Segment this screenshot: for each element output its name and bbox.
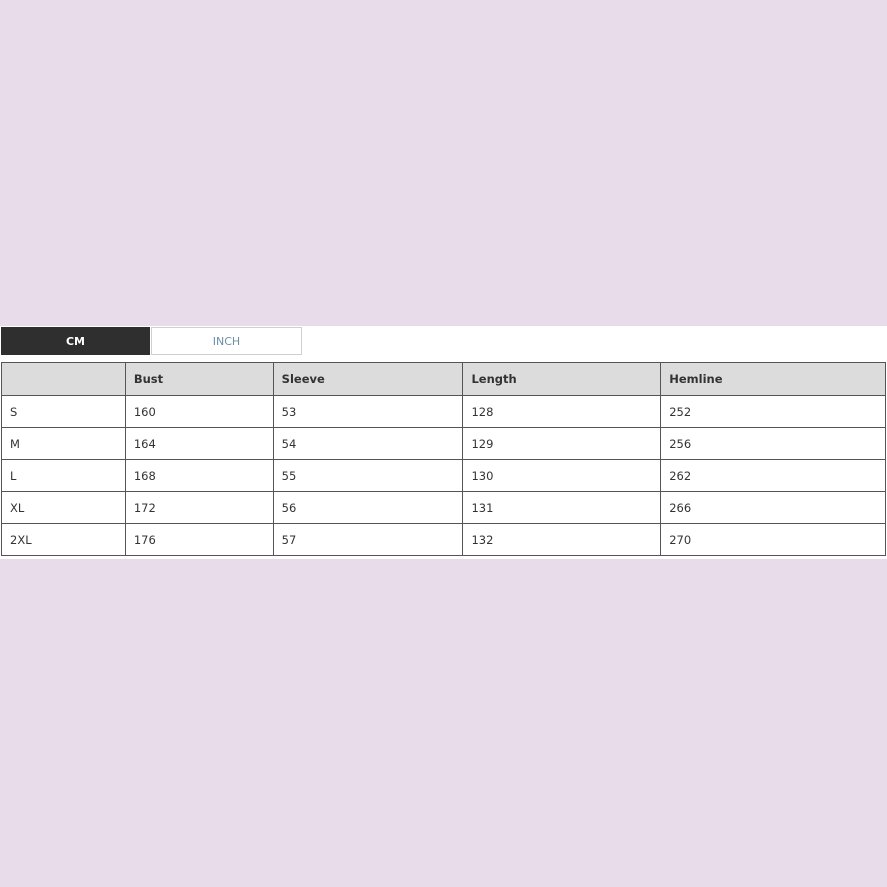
column-header: Bust bbox=[124, 362, 274, 396]
measurement-cell: 57 bbox=[272, 523, 464, 556]
measurement-cell: 54 bbox=[272, 427, 464, 460]
column-header bbox=[1, 362, 126, 396]
measurement-cell: 129 bbox=[462, 427, 662, 460]
tab-inch[interactable]: INCH bbox=[151, 327, 302, 355]
tab-cm[interactable]: CM bbox=[1, 327, 150, 355]
size-label: XL bbox=[1, 491, 126, 524]
table-row: S 160 53 128 252 bbox=[1, 395, 886, 428]
size-label: 2XL bbox=[1, 523, 126, 556]
measurement-cell: 172 bbox=[124, 491, 274, 524]
measurement-cell: 168 bbox=[124, 459, 274, 492]
size-label: S bbox=[1, 395, 126, 428]
measurement-cell: 262 bbox=[660, 459, 886, 492]
size-table: Bust Sleeve Length Hemline S 160 53 128 252 M 164… bbox=[1, 362, 886, 556]
measurement-cell: 53 bbox=[272, 395, 464, 428]
table-row: L 168 55 130 262 bbox=[1, 459, 886, 492]
column-header: Sleeve bbox=[272, 362, 464, 396]
size-label: M bbox=[1, 427, 126, 460]
table-row: XL 172 56 131 266 bbox=[1, 491, 886, 524]
measurement-cell: 132 bbox=[462, 523, 662, 556]
measurement-cell: 131 bbox=[462, 491, 662, 524]
size-label: L bbox=[1, 459, 126, 492]
column-header: Hemline bbox=[660, 362, 886, 396]
measurement-cell: 252 bbox=[660, 395, 886, 428]
measurement-cell: 176 bbox=[124, 523, 274, 556]
column-header: Length bbox=[462, 362, 662, 396]
measurement-cell: 128 bbox=[462, 395, 662, 428]
measurement-cell: 164 bbox=[124, 427, 274, 460]
measurement-cell: 160 bbox=[124, 395, 274, 428]
table-header-row: Bust Sleeve Length Hemline bbox=[1, 362, 886, 396]
measurement-cell: 130 bbox=[462, 459, 662, 492]
measurement-cell: 55 bbox=[272, 459, 464, 492]
unit-tabs: CM INCH bbox=[1, 327, 302, 355]
table-row: 2XL 176 57 132 270 bbox=[1, 523, 886, 556]
table-row: M 164 54 129 256 bbox=[1, 427, 886, 460]
measurement-cell: 270 bbox=[660, 523, 886, 556]
measurement-cell: 256 bbox=[660, 427, 886, 460]
measurement-cell: 56 bbox=[272, 491, 464, 524]
measurement-cell: 266 bbox=[660, 491, 886, 524]
